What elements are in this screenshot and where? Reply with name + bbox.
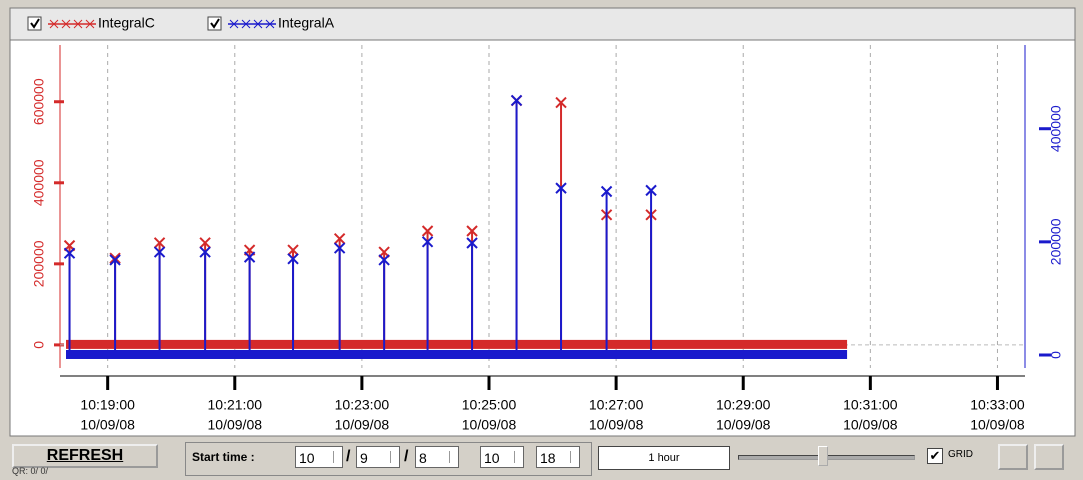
x-tick-label: 10:33:00 bbox=[970, 397, 1025, 413]
start-time-panel bbox=[185, 442, 592, 476]
spike bbox=[466, 237, 478, 355]
spike bbox=[600, 185, 613, 355]
spike bbox=[199, 246, 211, 355]
x-tick-date: 10/09/08 bbox=[970, 417, 1025, 433]
legend-marker bbox=[85, 19, 95, 29]
legend-label: IntegralA bbox=[278, 15, 335, 31]
y2-tick-label: 400000 bbox=[1048, 105, 1064, 152]
x-tick-date: 10/09/08 bbox=[716, 417, 771, 433]
y-tick-label: 200000 bbox=[31, 240, 47, 287]
x-tick-label: 10:31:00 bbox=[843, 397, 898, 413]
spike-marker bbox=[645, 184, 657, 197]
spike-marker bbox=[199, 237, 211, 249]
baseline-band bbox=[66, 349, 848, 359]
x-tick-label: 10:25:00 bbox=[462, 397, 517, 413]
grid-checkbox[interactable]: ✔ bbox=[927, 448, 943, 464]
x-tick-date: 10/09/08 bbox=[462, 417, 517, 433]
x-tick-date: 10/09/08 bbox=[843, 417, 898, 433]
y2-tick-label: 0 bbox=[1048, 351, 1064, 359]
hour-field[interactable]: 10 bbox=[480, 446, 524, 468]
x-tick-label: 10:19:00 bbox=[80, 397, 135, 413]
table-icon[interactable] bbox=[998, 444, 1028, 470]
legend-marker bbox=[253, 19, 263, 29]
y-tick-label: 0 bbox=[31, 341, 47, 349]
legend-marker bbox=[49, 19, 59, 29]
spike-marker bbox=[243, 251, 256, 263]
chart: 0 200000 400000 600000 0 200000 400000 10:19:00… bbox=[9, 7, 1076, 437]
x-tick-label: 10:29:00 bbox=[716, 397, 771, 413]
x-tick-date: 10/09/08 bbox=[208, 417, 263, 433]
separator: / bbox=[346, 448, 351, 465]
spike-marker bbox=[153, 237, 166, 249]
spike-marker bbox=[466, 225, 478, 237]
spike-marker bbox=[600, 185, 613, 198]
spike bbox=[510, 94, 523, 355]
spike-marker bbox=[555, 96, 567, 109]
spike-marker bbox=[378, 254, 390, 266]
copy-icon[interactable] bbox=[1034, 444, 1064, 470]
spike-marker bbox=[333, 242, 346, 254]
x-tick-date: 10/09/08 bbox=[80, 417, 135, 433]
spike-marker bbox=[153, 246, 166, 258]
legend-bar bbox=[9, 7, 1076, 41]
y2-tick-label: 200000 bbox=[1048, 218, 1064, 265]
spike-marker bbox=[63, 247, 76, 259]
spike bbox=[421, 236, 434, 355]
x-tick-label: 10:27:00 bbox=[589, 397, 644, 413]
spike-marker bbox=[510, 94, 523, 107]
baseline-band bbox=[66, 339, 848, 349]
spike bbox=[287, 253, 299, 355]
spike-marker bbox=[466, 237, 478, 249]
spike bbox=[243, 251, 256, 355]
spike-marker bbox=[333, 233, 346, 245]
spike bbox=[63, 247, 76, 355]
spike-marker bbox=[421, 225, 434, 237]
legend-label: IntegralC bbox=[98, 15, 155, 31]
x-tick-label: 10:23:00 bbox=[335, 397, 390, 413]
spike-marker bbox=[109, 252, 121, 264]
hour-field[interactable]: 10 bbox=[295, 446, 343, 468]
legend-marker bbox=[265, 19, 275, 29]
spike bbox=[555, 182, 567, 355]
spike-marker bbox=[199, 246, 211, 258]
year-field[interactable]: 8 bbox=[415, 446, 459, 468]
legend-marker bbox=[229, 19, 239, 29]
range-box[interactable]: 1 hour bbox=[598, 446, 730, 470]
refresh-button[interactable]: REFRESH bbox=[12, 444, 158, 468]
spike bbox=[378, 254, 390, 355]
start-time-label: Start time : bbox=[192, 450, 255, 464]
grid-label: GRID bbox=[948, 449, 973, 460]
spike-marker bbox=[555, 182, 567, 194]
spike-marker bbox=[287, 253, 299, 265]
x-tick-date: 10/09/08 bbox=[335, 417, 390, 433]
legend-marker bbox=[73, 19, 83, 29]
spike-marker bbox=[109, 254, 121, 266]
separator: / bbox=[404, 448, 409, 465]
chart-frame bbox=[9, 7, 1076, 437]
legend-marker bbox=[241, 19, 251, 29]
spike bbox=[109, 254, 121, 355]
legend-marker bbox=[61, 19, 71, 29]
spike-marker bbox=[421, 236, 434, 248]
day-field[interactable]: 9 bbox=[356, 446, 400, 468]
minute-field[interactable]: 18 bbox=[536, 446, 580, 468]
spike bbox=[153, 246, 166, 355]
legend-check bbox=[30, 18, 40, 29]
y-tick-label: 400000 bbox=[31, 159, 47, 206]
x-tick-date: 10/09/08 bbox=[589, 417, 644, 433]
y-tick-label: 600000 bbox=[31, 78, 47, 125]
legend-check bbox=[210, 18, 220, 29]
spike bbox=[333, 242, 346, 355]
x-tick-label: 10:21:00 bbox=[208, 397, 263, 413]
status-text: QR: 0/ 0/ bbox=[12, 466, 49, 476]
slider-thumb[interactable] bbox=[818, 446, 828, 466]
spike bbox=[645, 184, 657, 355]
spike-marker bbox=[287, 244, 299, 256]
